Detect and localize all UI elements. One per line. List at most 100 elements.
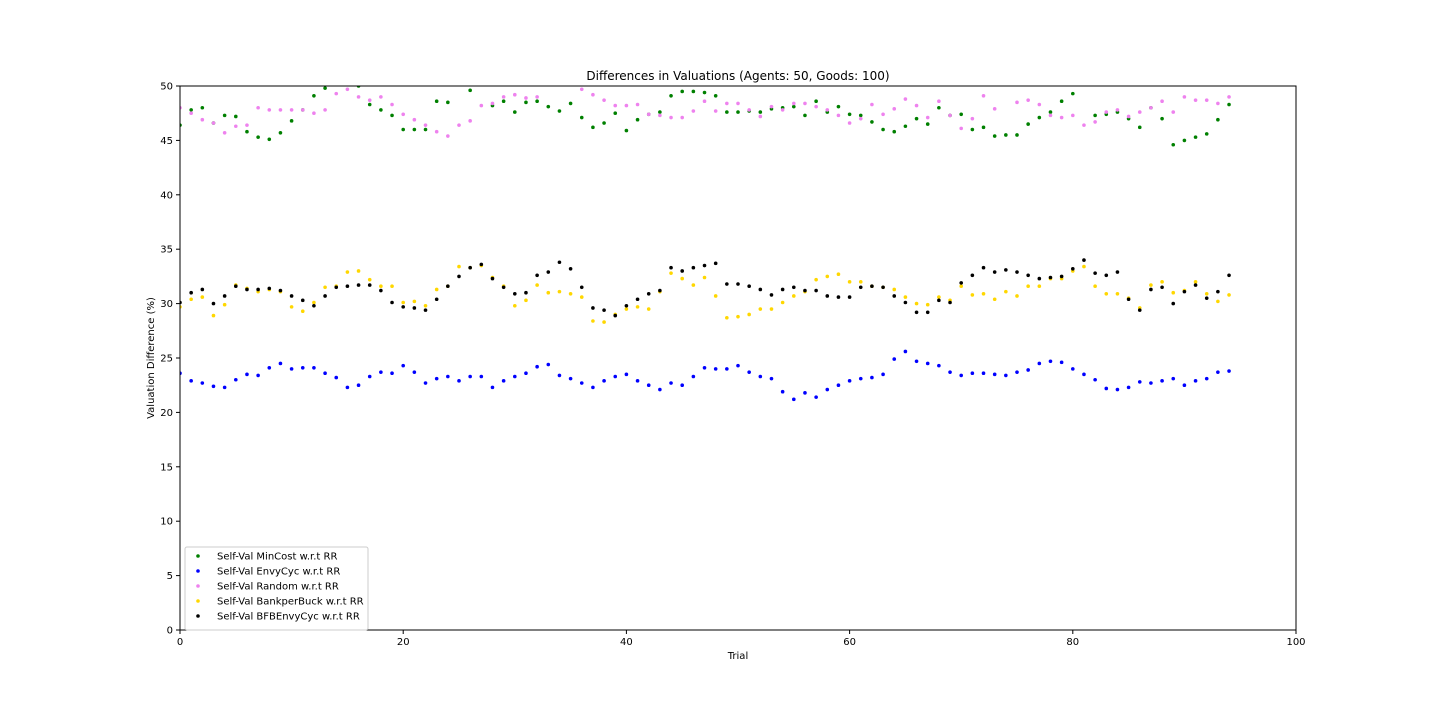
y-tick-label: 35 — [160, 245, 173, 256]
series-layer — [180, 86, 1231, 402]
data-point — [937, 295, 941, 299]
legend-marker — [196, 599, 200, 603]
data-point — [814, 99, 818, 104]
data-point — [1004, 133, 1008, 137]
data-point — [992, 134, 997, 138]
data-point — [814, 277, 818, 282]
data-point — [557, 109, 562, 113]
data-point — [1059, 99, 1064, 104]
data-point — [356, 95, 361, 99]
data-point — [1048, 110, 1053, 114]
data-point — [546, 362, 551, 367]
data-point — [602, 98, 606, 102]
data-point — [780, 287, 785, 292]
data-point — [267, 286, 272, 291]
data-point — [222, 294, 227, 298]
data-point — [1193, 283, 1198, 287]
data-point — [959, 284, 963, 288]
data-point — [278, 288, 283, 293]
data-point — [680, 115, 684, 120]
data-point — [613, 111, 618, 115]
data-point — [736, 110, 740, 114]
data-point — [736, 101, 740, 106]
data-point — [390, 113, 394, 118]
data-point — [1160, 116, 1164, 121]
data-point — [412, 117, 417, 122]
data-point — [234, 377, 238, 382]
data-point — [1137, 125, 1142, 130]
data-point — [970, 293, 975, 297]
data-point — [903, 300, 908, 305]
data-point — [747, 108, 751, 112]
data-point — [1082, 372, 1086, 377]
data-point — [267, 137, 272, 142]
data-point — [937, 363, 941, 368]
data-point — [1071, 91, 1075, 96]
data-point — [379, 95, 383, 99]
y-axis-label: Valuation Difference (%) — [146, 297, 157, 419]
data-point — [1015, 133, 1019, 137]
y-tick-label: 5 — [167, 571, 173, 582]
data-point — [635, 117, 640, 122]
data-point — [312, 300, 316, 305]
data-point — [513, 92, 517, 97]
data-point — [211, 384, 216, 389]
legend-marker — [196, 554, 200, 558]
data-point — [769, 293, 774, 297]
data-point — [245, 287, 249, 292]
data-point — [725, 282, 729, 286]
data-point — [758, 307, 763, 311]
data-point — [568, 266, 573, 271]
data-point — [836, 295, 841, 299]
data-point — [680, 89, 684, 94]
data-point — [948, 370, 952, 374]
data-point — [300, 309, 305, 314]
x-tick-label: 20 — [397, 637, 410, 648]
data-point — [1048, 359, 1053, 364]
data-point — [234, 284, 238, 288]
data-point — [479, 103, 484, 108]
data-point — [1071, 266, 1075, 271]
data-point — [323, 86, 327, 90]
data-point — [747, 284, 751, 288]
data-point — [267, 108, 272, 112]
data-point — [412, 306, 417, 310]
data-point — [379, 108, 383, 112]
legend: Self-Val MinCost w.r.t RR Self-Val EnvyCy… — [184, 546, 369, 631]
data-point — [579, 87, 584, 92]
data-point — [412, 299, 417, 304]
data-point — [1059, 360, 1064, 365]
data-point — [334, 91, 339, 96]
data-point — [1037, 276, 1042, 281]
data-point — [1137, 308, 1142, 312]
data-point — [847, 295, 852, 299]
data-point — [881, 127, 885, 132]
data-point — [412, 370, 417, 374]
data-point — [1182, 95, 1187, 99]
data-point — [836, 383, 841, 388]
data-point — [646, 307, 651, 311]
data-point — [758, 287, 763, 292]
data-point — [602, 320, 606, 324]
data-point — [725, 315, 729, 320]
data-point — [1227, 369, 1231, 373]
data-point — [858, 116, 863, 121]
data-point — [490, 276, 495, 281]
data-point — [914, 310, 919, 315]
data-point — [513, 374, 517, 379]
data-point — [1026, 284, 1030, 288]
data-point — [345, 385, 350, 390]
data-point — [468, 265, 472, 270]
data-point — [713, 261, 718, 266]
data-point — [412, 127, 417, 132]
data-point — [1204, 132, 1209, 136]
data-point — [1026, 273, 1030, 278]
data-point — [189, 290, 193, 295]
data-point — [1149, 283, 1153, 287]
data-point — [624, 128, 629, 133]
data-point — [434, 376, 439, 381]
data-point — [691, 109, 696, 113]
data-point — [624, 303, 629, 308]
data-point — [1182, 138, 1187, 143]
data-point — [579, 295, 584, 299]
